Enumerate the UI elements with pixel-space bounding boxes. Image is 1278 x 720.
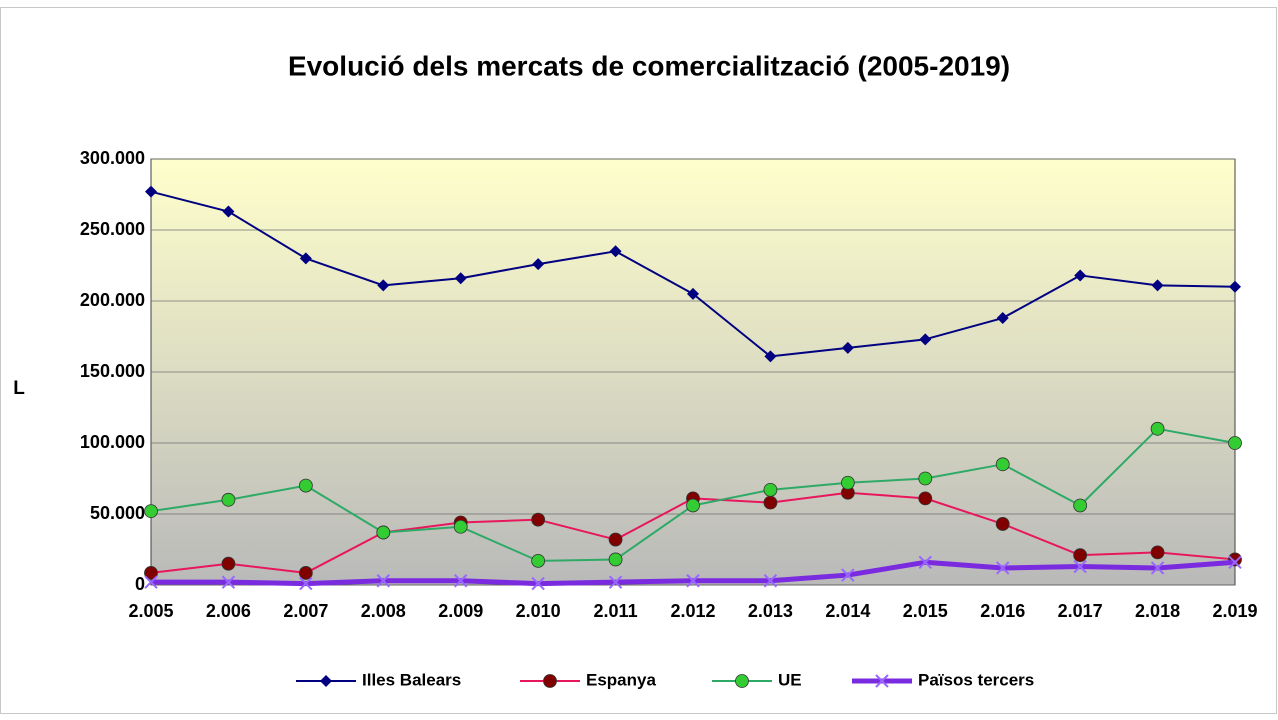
data-point (145, 185, 157, 198)
legend-label: Països tercers (918, 670, 1034, 689)
x-tick-label: 2.013 (748, 601, 793, 621)
data-point (1228, 555, 1242, 569)
data-point (840, 475, 855, 490)
x-tick-label: 2.007 (283, 601, 328, 621)
data-point (1150, 561, 1165, 575)
data-point (995, 457, 1010, 472)
data-point (453, 519, 468, 534)
data-point (996, 561, 1010, 575)
x-tick-label: 2.010 (516, 601, 561, 621)
data-point (763, 495, 778, 510)
data-point (841, 341, 854, 354)
data-point (1151, 279, 1164, 292)
x-tick-label: 2.015 (903, 601, 948, 621)
data-point (1150, 421, 1165, 436)
data-point (1073, 498, 1088, 513)
x-tick-label: 2.017 (1058, 601, 1103, 621)
data-point (1228, 436, 1242, 450)
y-axis-label: L (13, 378, 25, 399)
legend-marker (543, 674, 557, 688)
data-point (221, 492, 236, 507)
y-tick-label: 150.000 (80, 361, 145, 381)
y-tick-label: 300.000 (80, 148, 145, 168)
data-point (1073, 559, 1087, 574)
legend-marker (320, 675, 332, 687)
legend-label: UE (778, 670, 802, 689)
x-tick-label: 2.018 (1135, 601, 1180, 621)
data-point (763, 574, 778, 588)
y-tick-label: 200.000 (80, 290, 145, 310)
x-tick-label: 2.005 (128, 601, 173, 621)
legend-label: Illes Balears (362, 670, 461, 689)
data-point (531, 512, 546, 527)
data-point (298, 566, 313, 580)
x-tick-label: 2.019 (1212, 601, 1257, 621)
x-tick-label: 2.008 (361, 601, 406, 621)
data-point (1150, 545, 1165, 560)
data-point (764, 350, 777, 363)
data-point (299, 252, 312, 265)
data-point (687, 287, 699, 300)
data-point (298, 478, 313, 493)
data-point (608, 552, 623, 567)
data-point (918, 491, 933, 506)
data-point (918, 471, 933, 486)
x-tick-label: 2.014 (825, 601, 870, 621)
data-point (531, 553, 546, 568)
chart-title: Evolució dels mercats de comercialitzaci… (288, 50, 1010, 81)
data-point (144, 575, 158, 589)
data-point (144, 504, 158, 519)
data-point (221, 556, 236, 571)
data-point (608, 575, 623, 589)
data-point (995, 517, 1010, 531)
data-point (919, 333, 932, 346)
x-tick-label: 2.016 (980, 601, 1025, 621)
data-point (532, 258, 545, 271)
data-point (918, 555, 932, 569)
y-tick-label: 50.000 (90, 503, 145, 523)
data-point (1229, 280, 1241, 293)
data-point (686, 498, 700, 513)
data-point (221, 575, 236, 589)
data-point (763, 482, 778, 497)
data-point (609, 245, 622, 258)
x-tick-label: 2.009 (438, 601, 483, 621)
data-point (1073, 548, 1088, 563)
data-point (608, 532, 623, 547)
y-tick-label: 100.000 (80, 432, 145, 452)
data-point (376, 525, 391, 540)
data-point (1074, 269, 1087, 282)
x-tick-label: 2.012 (670, 601, 715, 621)
y-tick-label: 250.000 (80, 219, 145, 239)
legend-marker (735, 674, 749, 688)
data-point (531, 576, 545, 591)
data-point (454, 272, 467, 285)
data-point (996, 312, 1009, 325)
data-point (144, 566, 158, 580)
legend-label: Espanya (586, 670, 656, 689)
data-point (222, 205, 235, 218)
legend-marker (875, 674, 889, 688)
data-point (299, 576, 313, 591)
data-point (377, 279, 390, 292)
data-point (376, 574, 390, 588)
data-point (454, 574, 468, 588)
y-tick-label: 0 (135, 574, 145, 594)
x-tick-label: 2.006 (206, 601, 251, 621)
x-tick-label: 2.011 (594, 601, 638, 621)
data-point (841, 568, 855, 582)
data-point (686, 574, 700, 588)
